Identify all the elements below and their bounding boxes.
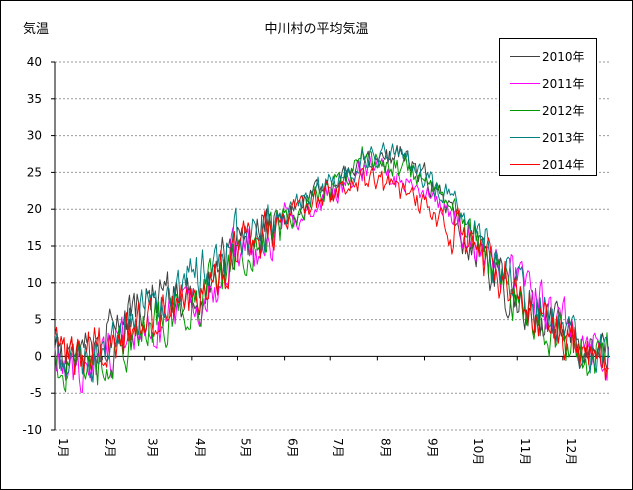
legend-item-2013: 2013年 xyxy=(510,129,585,145)
legend-swatch xyxy=(510,82,540,84)
x-tick-label: 10月 xyxy=(471,438,485,465)
y-tick-label: 0 xyxy=(34,349,42,363)
x-tick-label: 11月 xyxy=(518,438,532,465)
x-tick-label: 2月 xyxy=(103,438,117,458)
legend-swatch xyxy=(510,163,540,165)
x-tick-label: 5月 xyxy=(238,438,252,458)
y-tick-label: 40 xyxy=(27,55,42,69)
y-tick-label: 25 xyxy=(27,165,42,179)
y-tick-label: -10 xyxy=(22,423,42,437)
x-tick-label: 12月 xyxy=(564,438,578,465)
legend-item-2010: 2010年 xyxy=(510,48,585,64)
gridlines xyxy=(55,61,610,431)
x-tick-label: 8月 xyxy=(378,438,392,458)
y-tick-label: 5 xyxy=(34,313,42,327)
legend: 2010年 2011年 2012年 2013年 2014年 xyxy=(499,38,597,176)
x-tick-label: 6月 xyxy=(286,438,300,458)
y-tick-label: 35 xyxy=(27,92,42,106)
x-tick-label: 4月 xyxy=(193,438,207,458)
x-tick-label: 3月 xyxy=(146,438,160,458)
y-tick-label: 10 xyxy=(27,276,42,290)
y-tick-label: -5 xyxy=(30,386,42,400)
legend-swatch xyxy=(510,109,540,111)
axes xyxy=(51,61,610,431)
x-tick-label: 7月 xyxy=(331,438,345,458)
series-lines xyxy=(54,142,609,393)
legend-label: 2013年 xyxy=(542,130,585,145)
x-tick-label: 9月 xyxy=(425,438,439,458)
series-line-2014年 xyxy=(54,167,609,381)
y-tick-label: 15 xyxy=(27,239,42,253)
legend-item-2011: 2011年 xyxy=(510,75,585,91)
legend-item-2014: 2014年 xyxy=(510,156,585,172)
x-tick-label: 1月 xyxy=(56,438,70,458)
legend-item-2012: 2012年 xyxy=(510,102,585,118)
legend-label: 2014年 xyxy=(542,157,585,172)
y-tick-labels: -10 -5 0 5 10 15 20 25 30 35 40 xyxy=(22,55,42,437)
y-tick-label: 20 xyxy=(27,202,42,216)
legend-swatch xyxy=(510,55,540,57)
legend-swatch xyxy=(510,136,540,138)
series-line-2013年 xyxy=(54,142,609,383)
legend-label: 2010年 xyxy=(542,49,585,64)
x-tick-labels: 1月 2月 3月 4月 5月 6月 7月 8月 9月 10月 11月 12月 xyxy=(56,438,578,465)
y-tick-label: 30 xyxy=(27,129,42,143)
y-axis-title: 気温 xyxy=(23,22,50,37)
legend-label: 2011年 xyxy=(542,76,585,91)
legend-label: 2012年 xyxy=(542,103,585,118)
chart-title: 中川村の平均気温 xyxy=(264,22,369,37)
